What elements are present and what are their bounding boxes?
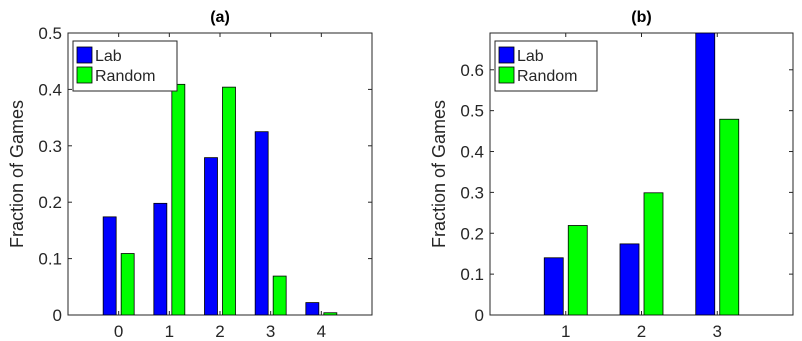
bar-random-1: [567, 225, 588, 315]
x-tick-label: 3: [713, 322, 722, 341]
bar-random-2: [222, 86, 236, 315]
chart-title: (b): [631, 9, 651, 26]
bars-group: [543, 33, 740, 315]
legend-label-random: Random: [95, 68, 155, 85]
bar-lab-1: [543, 257, 564, 315]
x-tick-label: 2: [215, 322, 224, 341]
bar-lab-3: [695, 33, 716, 315]
bar-random-1: [171, 83, 186, 315]
y-axis-label: Fraction of Games: [7, 100, 27, 248]
x-tick-label: 1: [165, 322, 174, 341]
bars-group: [102, 83, 338, 315]
y-tick-label: 0: [53, 306, 62, 325]
y-tick-label: 0.4: [460, 143, 484, 162]
bar-random-3: [719, 118, 740, 315]
legend-swatch-random: [498, 66, 515, 84]
y-tick-label: 0.2: [460, 224, 484, 243]
y-tick-label: 0.1: [460, 265, 484, 284]
x-tick-label: 4: [317, 322, 326, 341]
bar-random-4: [323, 312, 338, 315]
legend-label-random: Random: [517, 68, 577, 85]
chart-title: (a): [210, 9, 230, 26]
bar-random-2: [643, 192, 664, 315]
y-axis-label: Fraction of Games: [429, 100, 449, 248]
legend-label-lab: Lab: [517, 48, 544, 65]
legend-label-lab: Lab: [95, 48, 122, 65]
legend-swatch-random: [76, 66, 93, 84]
y-tick-label: 0.3: [38, 137, 62, 156]
bar-lab-2: [619, 243, 640, 315]
bar-lab-2: [204, 157, 218, 315]
y-tick-label: 0.5: [460, 102, 484, 121]
x-tick-label: 1: [561, 322, 570, 341]
y-tick-label: 0.4: [38, 80, 62, 99]
y-tick-label: 0.3: [460, 183, 484, 202]
legend-swatch-lab: [498, 46, 515, 64]
bar-lab-3: [254, 131, 269, 315]
legend-swatch-lab: [76, 46, 93, 64]
x-tick-label: 2: [637, 322, 646, 341]
y-tick-label: 0.5: [38, 24, 62, 43]
bar-random-3: [272, 275, 287, 315]
x-tick-label: 3: [266, 322, 275, 341]
y-tick-label: 0.6: [460, 61, 484, 80]
bar-random-0: [120, 253, 135, 315]
x-tick-label: 0: [114, 322, 123, 341]
bar-lab-0: [102, 216, 117, 315]
bar-lab-1: [153, 202, 168, 315]
y-tick-label: 0: [475, 306, 484, 325]
chart-panel-b: (b) Fraction of Games 0 0.1 0.2 0.3 0.4 0.5 0.6 1…: [429, 9, 794, 341]
bar-lab-4: [305, 302, 320, 315]
y-tick-label: 0.2: [38, 193, 62, 212]
chart-panel-a: (a) Fraction of Games 0 0.1 0.2 0.3 0.4 0.5 0 1 2 3…: [7, 9, 373, 341]
y-tick-label: 0.1: [38, 250, 62, 269]
